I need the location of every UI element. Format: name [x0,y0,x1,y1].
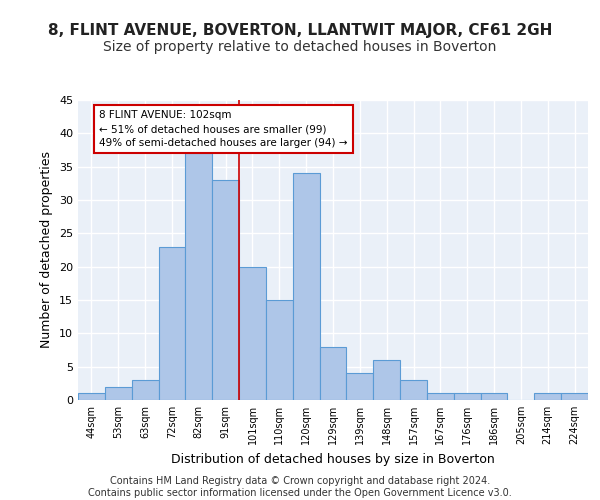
Bar [239,266,266,400]
Bar [481,394,508,400]
Bar [373,360,400,400]
Bar [427,394,454,400]
Bar [185,154,212,400]
Text: Size of property relative to detached houses in Boverton: Size of property relative to detached ho… [103,40,497,54]
Bar [293,174,320,400]
Bar [400,380,427,400]
Text: 8 FLINT AVENUE: 102sqm
← 51% of detached houses are smaller (99)
49% of semi-det: 8 FLINT AVENUE: 102sqm ← 51% of detached… [100,110,348,148]
Bar [346,374,373,400]
Bar [266,300,293,400]
Bar [561,394,588,400]
Bar [454,394,481,400]
Text: Contains HM Land Registry data © Crown copyright and database right 2024.
Contai: Contains HM Land Registry data © Crown c… [88,476,512,498]
Text: 8, FLINT AVENUE, BOVERTON, LLANTWIT MAJOR, CF61 2GH: 8, FLINT AVENUE, BOVERTON, LLANTWIT MAJO… [48,22,552,38]
Bar [158,246,185,400]
Y-axis label: Number of detached properties: Number of detached properties [40,152,53,348]
Bar [320,346,346,400]
Bar [535,394,561,400]
Bar [131,380,158,400]
Bar [105,386,131,400]
Bar [212,180,239,400]
X-axis label: Distribution of detached houses by size in Boverton: Distribution of detached houses by size … [171,452,495,466]
Bar [78,394,105,400]
